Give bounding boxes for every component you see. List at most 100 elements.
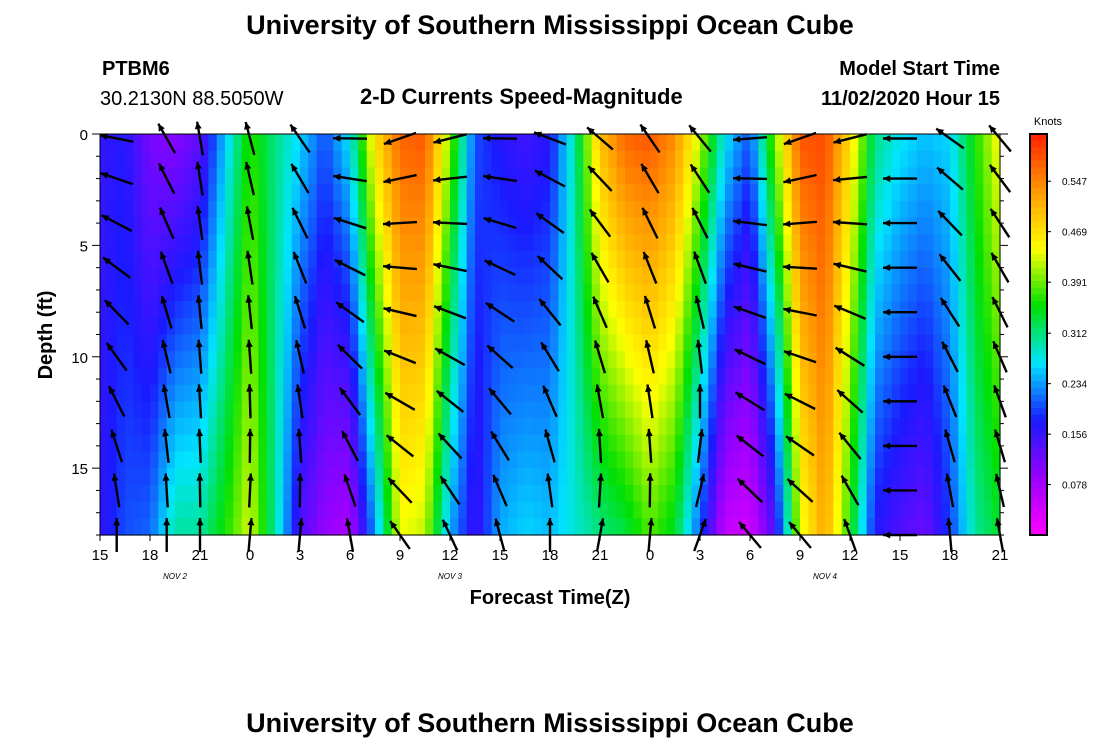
heatmap-cell — [550, 351, 559, 369]
heatmap-cell — [408, 334, 418, 352]
heatmap-cell — [475, 367, 484, 386]
heatmap-cell — [366, 301, 376, 319]
heatmap-cell — [450, 384, 459, 402]
heatmap-cell — [900, 217, 909, 235]
heatmap-cell — [541, 434, 551, 453]
heatmap-cell — [841, 217, 851, 235]
heatmap-cell — [358, 451, 368, 469]
current-vector — [111, 473, 121, 508]
heatmap-cell — [683, 150, 693, 169]
heatmap-cell — [133, 518, 143, 536]
heatmap-cell — [150, 451, 159, 469]
heatmap-cell — [333, 501, 343, 519]
colorbar-segment — [1030, 481, 1047, 489]
heatmap-cell — [725, 134, 734, 152]
heatmap-cell — [866, 451, 876, 469]
heatmap-cell — [583, 234, 593, 252]
heatmap-cell — [925, 468, 934, 486]
heatmap-cell — [591, 384, 601, 402]
heatmap-cell — [641, 317, 651, 336]
heatmap-cell — [108, 317, 118, 336]
heatmap-cell — [491, 234, 501, 252]
heatmap-cell — [825, 484, 834, 503]
heatmap-cell — [758, 284, 768, 302]
heatmap-cell — [716, 334, 726, 352]
heatmap-cell — [375, 301, 384, 319]
heatmap-cell — [166, 484, 176, 503]
heatmap-cell — [716, 301, 726, 319]
heatmap-cell — [175, 317, 184, 336]
heatmap-cell — [483, 367, 493, 386]
heatmap-cell — [616, 434, 626, 453]
heatmap-cell — [425, 150, 434, 169]
heatmap-cell — [266, 267, 276, 285]
heatmap-cell — [808, 184, 818, 202]
heatmap-cell — [208, 250, 218, 269]
heatmap-cell — [850, 401, 859, 419]
heatmap-cell — [325, 367, 334, 386]
current-vector — [883, 219, 917, 227]
heatmap-cell — [400, 200, 409, 219]
heatmap-cell — [541, 317, 551, 336]
heatmap-cell — [325, 167, 334, 185]
heatmap-cell — [725, 401, 734, 419]
heatmap-cell — [933, 351, 943, 369]
heatmap-cell — [691, 367, 701, 386]
heatmap-cell — [266, 501, 276, 519]
heatmap-cell — [333, 351, 343, 369]
heatmap-cell — [725, 451, 734, 469]
current-vector — [194, 121, 205, 156]
heatmap-cell — [308, 317, 318, 336]
heatmap-cell — [575, 167, 584, 185]
heatmap-cell — [916, 301, 926, 319]
heatmap-cell — [450, 484, 459, 503]
heatmap-cell — [516, 150, 526, 169]
heatmap-cell — [841, 384, 851, 402]
heatmap-cell — [116, 384, 126, 402]
heatmap-cell — [925, 334, 934, 352]
heatmap-cell — [550, 284, 559, 302]
heatmap-cell — [358, 518, 368, 536]
heatmap-cell — [825, 134, 834, 152]
heatmap-cell — [891, 418, 901, 436]
heatmap-cell — [366, 150, 376, 169]
heatmap-cell — [191, 468, 201, 486]
heatmap-cell — [950, 351, 959, 369]
heatmap-cell — [783, 284, 793, 302]
colorbar-segment — [1030, 294, 1047, 302]
heatmap-cell — [150, 468, 159, 486]
heatmap-cell — [183, 134, 193, 152]
colorbar-segment — [1030, 267, 1047, 275]
heatmap-cell — [175, 401, 184, 419]
heatmap-cell — [408, 317, 418, 336]
heatmap-cell — [850, 451, 859, 469]
heatmap-cell — [675, 384, 684, 402]
heatmap-cell — [183, 167, 193, 185]
heatmap-cell — [333, 401, 343, 419]
heatmap-cell — [700, 217, 709, 235]
heatmap-cell — [158, 317, 168, 336]
heatmap-cell — [766, 401, 776, 419]
heatmap-cell — [758, 418, 768, 436]
colorbar-segment — [1030, 287, 1047, 295]
heatmap-cell — [300, 217, 309, 235]
heatmap-cell — [725, 418, 734, 436]
heatmap-cell — [391, 451, 401, 469]
heatmap-cell — [125, 317, 134, 336]
heatmap-cell — [266, 334, 276, 352]
heatmap-cell — [291, 317, 301, 336]
heatmap-cell — [366, 351, 376, 369]
heatmap-cell — [758, 200, 768, 219]
heatmap-cell — [541, 217, 551, 235]
heatmap-cell — [400, 317, 409, 336]
heatmap-cell — [875, 200, 884, 219]
heatmap-cell — [225, 351, 234, 369]
heatmap-cell — [341, 184, 351, 202]
heatmap-cell — [716, 184, 726, 202]
heatmap-cell — [750, 451, 759, 469]
heatmap-cell — [608, 200, 618, 219]
heatmap-cell — [391, 200, 401, 219]
heatmap-cell — [308, 167, 318, 185]
heatmap-cell — [325, 284, 334, 302]
heatmap-cell — [500, 334, 509, 352]
